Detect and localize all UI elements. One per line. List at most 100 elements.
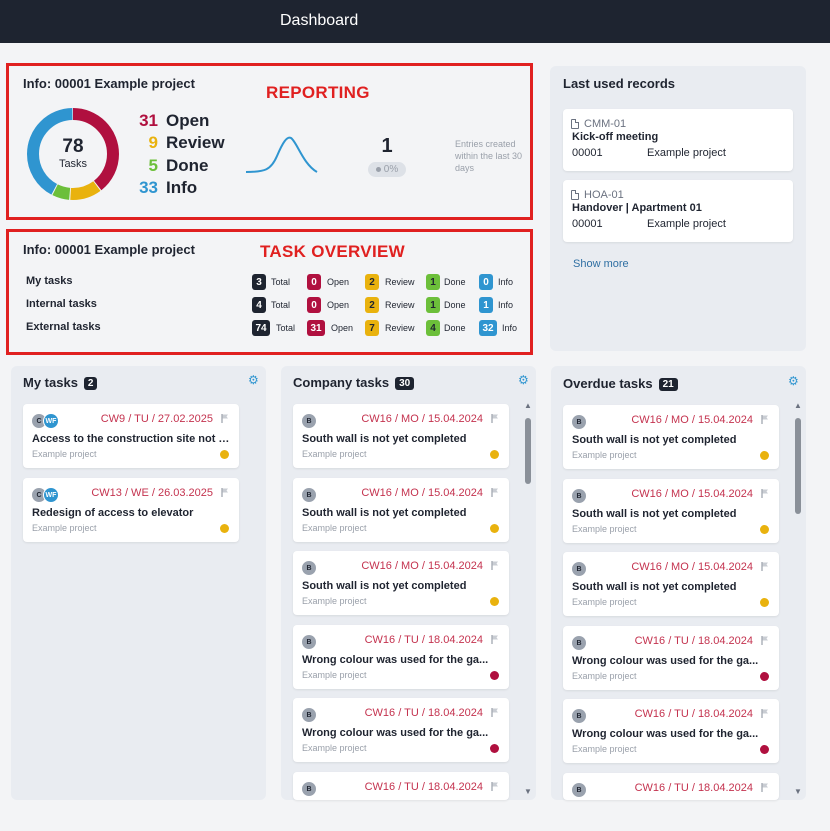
flag-icon[interactable]: [491, 488, 499, 497]
overview-badge-done[interactable]: 4: [426, 320, 440, 336]
task-card[interactable]: B CW16 / TU / 18.04.2024: [563, 773, 779, 800]
task-project: Example project: [32, 523, 97, 533]
flag-icon[interactable]: [761, 489, 769, 498]
column-title-text: My tasks: [23, 375, 78, 390]
flag-icon[interactable]: [491, 414, 499, 423]
top-bar: Dashboard: [0, 0, 830, 43]
entries-count: 1: [381, 135, 393, 157]
reporting-annotation: REPORTING: [266, 83, 370, 102]
task-card[interactable]: C WF CW13 / WE / 26.03.2025 Redesign of acc…: [23, 478, 239, 542]
overview-badge-open[interactable]: 31: [307, 320, 325, 336]
record-project-name: Example project: [647, 218, 726, 230]
scroll-up-arrow-icon[interactable]: ▲: [794, 401, 802, 410]
task-card[interactable]: B CW16 / TU / 18.04.2024 Wrong colour was …: [293, 625, 509, 689]
overview-badge-review[interactable]: 7: [365, 320, 379, 336]
overview-label-done: Done: [444, 323, 466, 333]
flag-icon[interactable]: [491, 708, 499, 717]
overview-badge-info[interactable]: 32: [479, 320, 497, 336]
flag-icon[interactable]: [761, 709, 769, 718]
overview-badge-info[interactable]: 0: [479, 274, 493, 290]
avatar: B: [571, 561, 587, 577]
task-card[interactable]: B CW16 / TU / 18.04.2024 Wrong colour was …: [563, 699, 779, 763]
overview-badge-done[interactable]: 1: [426, 297, 440, 313]
flag-icon[interactable]: [491, 635, 499, 644]
donut-segment-open[interactable]: [27, 108, 119, 200]
flag-icon[interactable]: [761, 562, 769, 571]
flag-icon[interactable]: [491, 561, 499, 570]
column-count-badge: 21: [658, 378, 678, 391]
settings-gear-icon[interactable]: ⚙: [788, 374, 799, 388]
record-code: HOA-01: [584, 189, 624, 201]
overview-badge-info[interactable]: 1: [479, 297, 493, 313]
document-icon: [571, 119, 579, 129]
flag-icon[interactable]: [221, 414, 229, 423]
overview-badge-total[interactable]: 4: [252, 297, 266, 313]
task-due-date: CW16 / MO / 15.04.2024: [361, 560, 483, 572]
assignee-avatars: B: [301, 487, 317, 503]
overview-badge-total[interactable]: 74: [252, 320, 270, 336]
column-title-overdue-tasks: Overdue tasks 21: [563, 376, 678, 391]
task-card[interactable]: B CW16 / MO / 15.04.2024 South wall is not…: [563, 479, 779, 543]
show-more-link[interactable]: Show more: [573, 258, 629, 270]
stat-review[interactable]: 9 Review: [112, 132, 225, 154]
overview-label-total: Total: [276, 323, 296, 333]
scroll-up-arrow-icon[interactable]: ▲: [524, 401, 532, 410]
overview-badge-done[interactable]: 1: [426, 274, 440, 290]
task-due-date: CW16 / MO / 15.04.2024: [631, 561, 753, 573]
task-card[interactable]: B CW16 / MO / 15.04.2024 South wall is not…: [563, 405, 779, 469]
settings-gear-icon[interactable]: ⚙: [248, 373, 259, 387]
flag-icon[interactable]: [761, 636, 769, 645]
stat-open-label: Open: [166, 111, 210, 130]
scroll-down-arrow-icon[interactable]: ▼: [524, 787, 532, 796]
flag-icon[interactable]: [221, 488, 229, 497]
task-card[interactable]: B CW16 / TU / 18.04.2024: [293, 772, 509, 800]
overview-badge-open[interactable]: 0: [307, 297, 321, 313]
task-project: Example project: [302, 596, 367, 606]
stat-done-count: 5: [148, 156, 158, 175]
scroll-down-arrow-icon[interactable]: ▼: [794, 787, 802, 796]
task-card[interactable]: B CW16 / MO / 15.04.2024 South wall is not…: [293, 404, 509, 468]
task-card[interactable]: B CW16 / MO / 15.04.2024 South wall is not…: [563, 552, 779, 616]
stat-info-count: 33: [139, 178, 158, 197]
task-title: South wall is not yet completed: [302, 580, 467, 592]
stat-done[interactable]: 5 Done: [112, 155, 209, 177]
task-title: Wrong colour was used for the ga...: [302, 654, 489, 666]
task-due-date: CW16 / MO / 15.04.2024: [361, 487, 483, 499]
flag-icon[interactable]: [761, 415, 769, 424]
task-title: Access to the construction site not p...: [32, 433, 232, 445]
stat-open[interactable]: 31 Open: [112, 110, 209, 132]
task-project: Example project: [572, 450, 637, 460]
flag-icon[interactable]: [491, 782, 499, 791]
assignee-avatars: B: [571, 708, 587, 724]
task-card[interactable]: B CW16 / TU / 18.04.2024 Wrong colour was …: [563, 626, 779, 690]
overview-badge-open[interactable]: 0: [307, 274, 321, 290]
task-donut-chart[interactable]: [25, 106, 121, 202]
status-dot: [760, 598, 769, 607]
overview-badge-total[interactable]: 3: [252, 274, 266, 290]
overview-badge-review[interactable]: 2: [365, 297, 379, 313]
task-project: Example project: [302, 743, 367, 753]
task-card[interactable]: B CW16 / MO / 15.04.2024 South wall is not…: [293, 551, 509, 615]
overdue-tasks-scrollbar[interactable]: ▲ ▼: [793, 402, 803, 798]
donut-segment-review[interactable]: [27, 108, 119, 200]
task-card[interactable]: B CW16 / TU / 18.04.2024 Wrong colour was …: [293, 698, 509, 762]
scroll-thumb[interactable]: [795, 418, 801, 514]
flag-icon[interactable]: [761, 783, 769, 792]
task-due-date: CW16 / MO / 15.04.2024: [361, 413, 483, 425]
task-card[interactable]: B CW16 / MO / 15.04.2024 South wall is not…: [293, 478, 509, 542]
task-card[interactable]: C WF CW9 / TU / 27.02.2025 Access to the co…: [23, 404, 239, 468]
scroll-thumb[interactable]: [525, 418, 531, 484]
column-title-company-tasks: Company tasks 30: [293, 375, 415, 390]
donut-segment-info[interactable]: [27, 108, 119, 200]
overview-badge-review[interactable]: 2: [365, 274, 379, 290]
record-card[interactable]: HOA-01 Handover | Apartment 01 00001 Exa…: [563, 180, 793, 242]
donut-center: 78 Tasks: [25, 106, 121, 202]
overview-label-total: Total: [271, 277, 291, 287]
record-card[interactable]: CMM-01 Kick-off meeting 00001 Example pr…: [563, 109, 793, 171]
stat-info[interactable]: 33 Info: [112, 177, 197, 199]
task-project: Example project: [302, 670, 367, 680]
task-project: Example project: [302, 449, 367, 459]
task-overview-annotation: TASK OVERVIEW: [260, 242, 405, 261]
company-tasks-scrollbar[interactable]: ▲ ▼: [523, 402, 533, 798]
settings-gear-icon[interactable]: ⚙: [518, 373, 529, 387]
